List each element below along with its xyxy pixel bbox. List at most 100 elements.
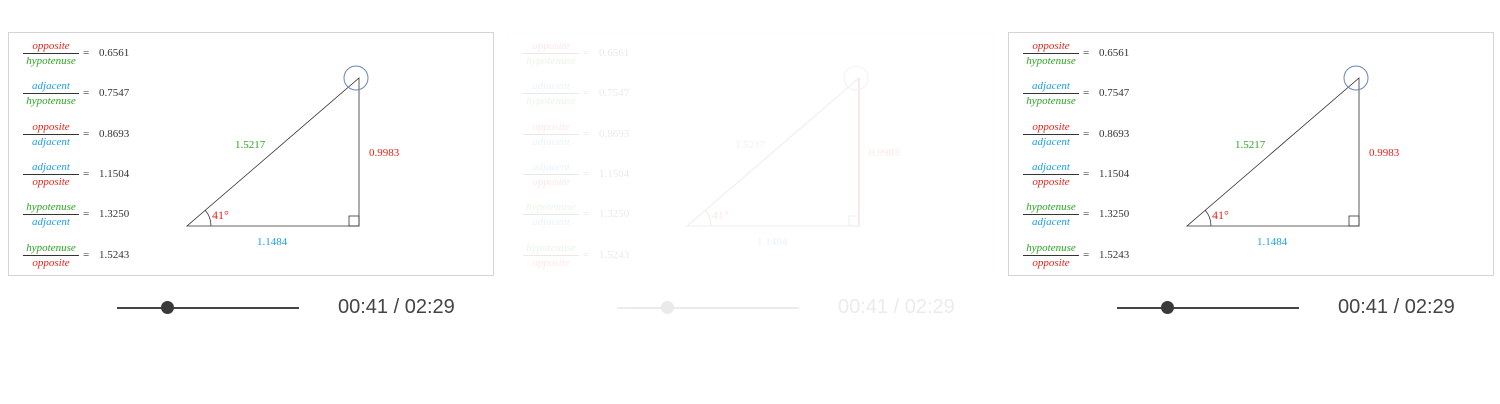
ratio-value: 1.1504 — [599, 167, 630, 180]
ratio-row: opposite hypotenuse = 0.6561 — [23, 40, 163, 70]
ratio-numerator: opposite — [1023, 121, 1079, 135]
vertex-drag-handle[interactable] — [1343, 65, 1369, 91]
progress-slider[interactable] — [1117, 307, 1299, 309]
ratio-fraction: hypotenuse opposite — [23, 242, 79, 269]
triangle-shape — [1185, 77, 1360, 227]
ratio-numerator: hypotenuse — [23, 201, 79, 216]
ratio-row: adjacent opposite = 1.1504 — [1023, 161, 1163, 191]
ratio-value: 1.5243 — [99, 248, 130, 261]
ratio-value: 1.1504 — [1099, 167, 1130, 180]
equals-sign: = — [1083, 47, 1090, 59]
equals-sign: = — [83, 47, 90, 59]
ratio-fraction: opposite adjacent — [1023, 121, 1079, 148]
ratio-numerator: opposite — [23, 121, 79, 135]
ratio-denominator: adjacent — [532, 216, 570, 229]
ratio-row: hypotenuse opposite = 1.5243 — [23, 242, 163, 272]
time-display: 00:41 / 02:29 — [338, 296, 455, 318]
ratio-numerator: opposite — [1023, 40, 1079, 54]
trig-widget: opposite hypotenuse = 0.6561 adjacent hypoten… — [1008, 32, 1494, 276]
ratio-denominator: hypotenuse — [26, 55, 76, 67]
ratio-denominator: adjacent — [32, 216, 70, 229]
angle-label: 41° — [212, 208, 229, 222]
ratio-row: opposite hypotenuse = 0.6561 — [523, 40, 663, 70]
ratio-numerator: adjacent — [523, 161, 579, 175]
trig-widget: opposite hypotenuse = 0.6561 adjacent hypoten… — [8, 32, 494, 276]
hypotenuse-length: 1.5217 — [1235, 139, 1266, 151]
angle-label: 41° — [712, 208, 729, 222]
adjacent-length: 1.1484 — [257, 236, 288, 248]
equals-sign: = — [583, 208, 590, 221]
ratio-row: adjacent hypotenuse = 0.7547 — [523, 80, 663, 110]
right-angle-marker — [1348, 215, 1360, 227]
ratio-row: hypotenuse adjacent = 1.3250 — [523, 201, 663, 231]
hypotenuse-length: 1.5217 — [235, 139, 266, 151]
equals-sign: = — [83, 167, 90, 180]
progress-slider[interactable] — [117, 307, 299, 309]
equals-sign: = — [583, 127, 590, 140]
ratio-numerator: hypotenuse — [1023, 201, 1079, 216]
ratio-fraction: adjacent opposite — [523, 161, 579, 188]
ratio-denominator: opposite — [1032, 175, 1070, 188]
ratio-numerator: opposite — [523, 121, 579, 135]
slider-thumb[interactable] — [1161, 301, 1175, 314]
equals-sign: = — [83, 87, 90, 100]
ratio-row: opposite hypotenuse = 0.6561 — [1023, 40, 1163, 70]
ratio-row: hypotenuse opposite = 1.5243 — [523, 242, 663, 272]
ratio-value: 0.7547 — [1099, 87, 1130, 100]
ratio-row: opposite adjacent = 0.8693 — [1023, 121, 1163, 151]
progress-slider[interactable] — [617, 307, 799, 309]
ratio-value: 1.3250 — [1099, 208, 1130, 221]
time-display: 00:41 / 02:29 — [838, 296, 955, 318]
vertex-drag-handle[interactable] — [843, 65, 869, 91]
ratio-denominator: hypotenuse — [1026, 95, 1076, 108]
ratio-denominator: hypotenuse — [526, 95, 576, 108]
ratio-fraction: opposite hypotenuse — [23, 40, 79, 67]
opposite-length: 0.9983 — [1369, 147, 1400, 159]
ratio-value: 0.8693 — [599, 127, 630, 140]
ratio-value: 1.1504 — [99, 167, 130, 180]
ratio-denominator: adjacent — [1032, 135, 1070, 148]
slider-thumb[interactable] — [661, 301, 675, 314]
time-display: 00:41 / 02:29 — [1338, 296, 1455, 318]
triangle-diagram: 1.5217 0.9983 1.1484 41° — [185, 65, 400, 248]
ratio-value: 1.3250 — [599, 208, 630, 221]
ratio-denominator: opposite — [32, 175, 70, 188]
ratio-fraction: opposite adjacent — [523, 121, 579, 148]
equals-sign: = — [1083, 248, 1090, 261]
ratio-value: 0.6561 — [1099, 47, 1130, 59]
ratio-denominator: adjacent — [532, 135, 570, 148]
opposite-length: 0.9983 — [869, 147, 900, 159]
playback-controls: 00:41 / 02:29 — [1108, 288, 1488, 328]
vertex-drag-handle[interactable] — [343, 65, 369, 91]
ratio-row: opposite adjacent = 0.8693 — [23, 121, 163, 151]
adjacent-length: 1.1484 — [757, 236, 788, 248]
ratio-denominator: opposite — [32, 256, 70, 269]
hypotenuse-length: 1.5217 — [735, 139, 766, 151]
ratio-denominator: hypotenuse — [526, 55, 576, 67]
ratio-denominator: opposite — [532, 175, 570, 188]
ratio-value: 1.5243 — [599, 248, 630, 261]
ratio-denominator: adjacent — [1032, 216, 1070, 229]
ratio-fraction: hypotenuse adjacent — [1023, 201, 1079, 228]
ratio-row: adjacent hypotenuse = 0.7547 — [23, 80, 163, 110]
ratio-row: adjacent hypotenuse = 0.7547 — [1023, 80, 1163, 110]
slider-thumb[interactable] — [161, 301, 175, 314]
equals-sign: = — [1083, 127, 1090, 140]
triangle-shape — [185, 77, 360, 227]
ratio-value: 1.5243 — [1099, 248, 1130, 261]
ratio-denominator: adjacent — [32, 135, 70, 148]
equals-sign: = — [583, 47, 590, 59]
equals-sign: = — [1083, 167, 1090, 180]
ratio-value: 0.6561 — [599, 47, 630, 59]
ratio-denominator: hypotenuse — [1026, 55, 1076, 67]
ratio-fraction: opposite hypotenuse — [523, 40, 579, 67]
ratio-numerator: hypotenuse — [23, 242, 79, 256]
ratio-numerator: adjacent — [23, 161, 79, 175]
ratio-fraction: hypotenuse opposite — [1023, 242, 1079, 269]
angle-arc — [1204, 209, 1212, 227]
equals-sign: = — [83, 208, 90, 221]
ratio-fraction: adjacent hypotenuse — [1023, 80, 1079, 107]
ratio-value: 0.7547 — [599, 87, 630, 100]
playback-controls: 00:41 / 02:29 — [608, 288, 988, 328]
trig-widget-faded: opposite hypotenuse = 0.6561 adjacent hypoten… — [508, 32, 994, 276]
